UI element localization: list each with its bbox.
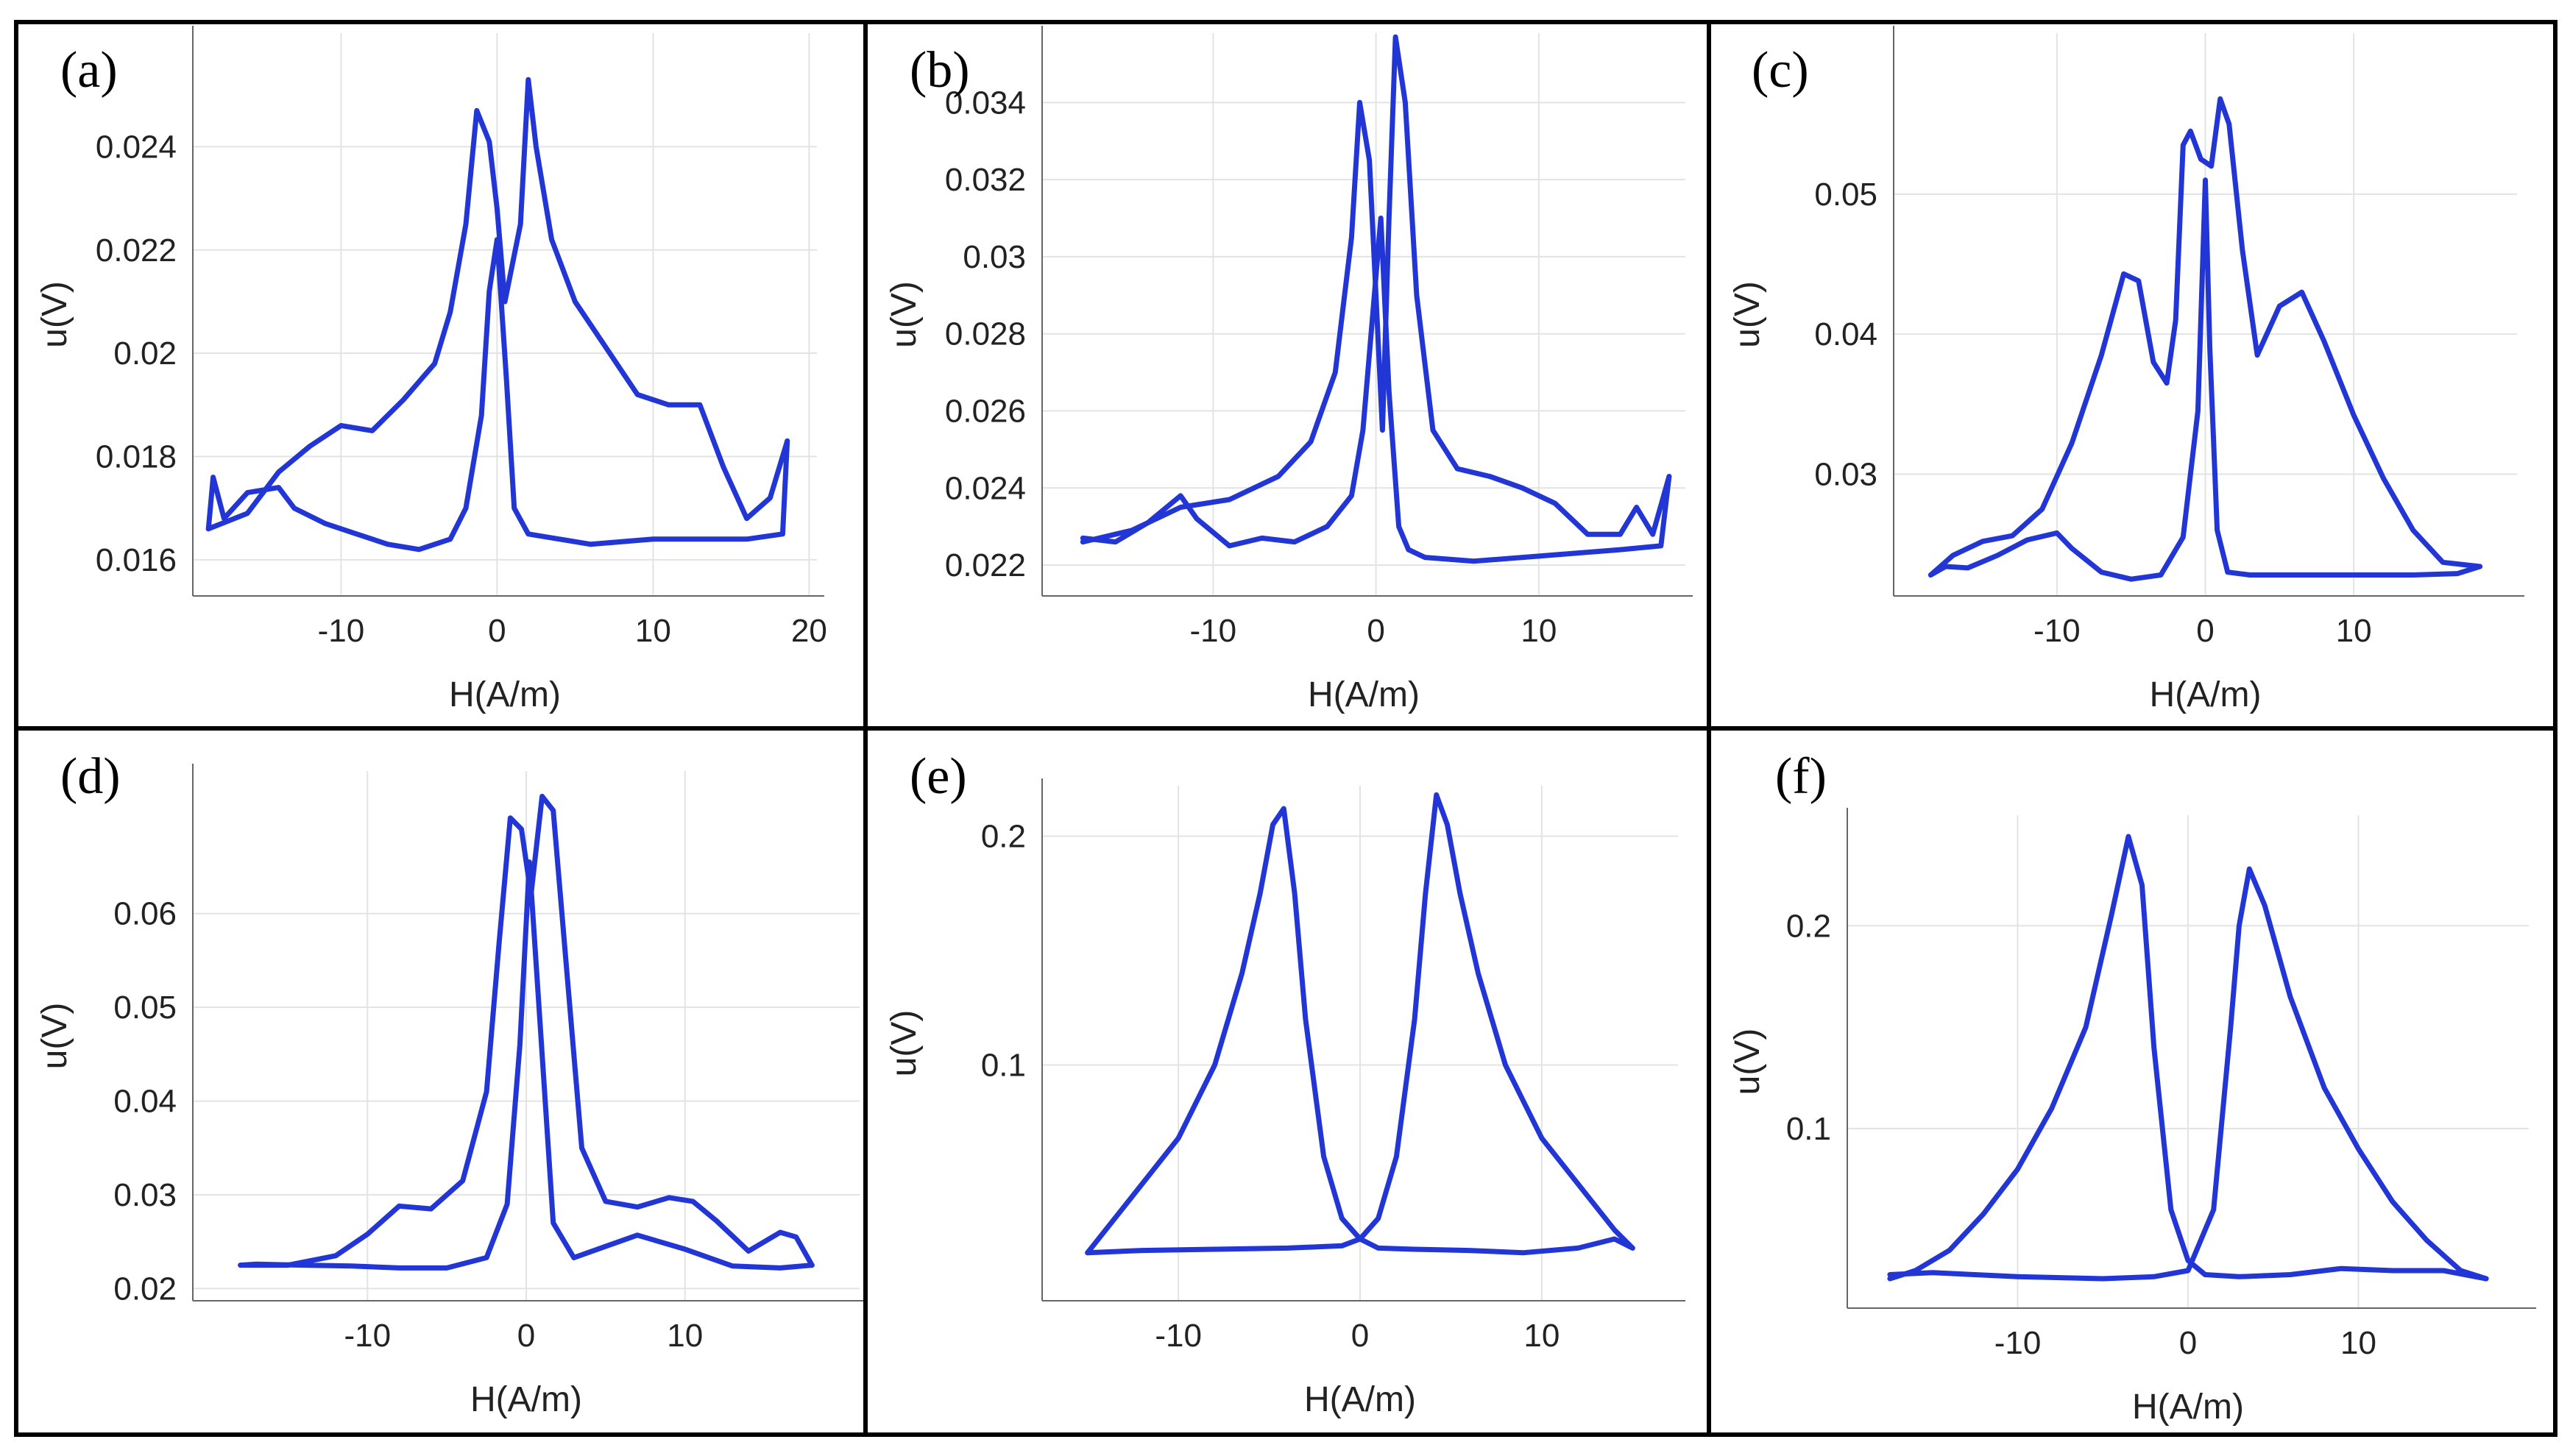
panel-e-ytick-label: 0.1 <box>981 1048 1026 1084</box>
panel-a-series-descending <box>205 237 790 553</box>
panel-c-label: (c) <box>1752 42 1809 99</box>
panel-a: 0.016 0.018 0.02 0.022 0.024 -10 0 10 20 H(A/m) u(… <box>14 20 868 731</box>
panel-d-label: (d) <box>60 748 121 805</box>
panel-f-y-axis-title: u(V) <box>1728 1029 1767 1095</box>
panel-d-border <box>14 726 868 1437</box>
panel-c-border <box>1707 20 2557 731</box>
panel-d-series-ascending <box>238 793 815 1268</box>
panel-b-ytick-label: 0.032 <box>945 162 1026 198</box>
panel-e-label: (e) <box>910 748 967 805</box>
panel-b-xtick-label: 10 <box>1521 613 1557 649</box>
panel-c-ytick-label: 0.05 <box>1814 177 1877 213</box>
panel-d-ytick-label: 0.03 <box>113 1177 177 1213</box>
panel-d: 0.02 0.03 0.04 0.05 0.06 -10 0 10 H(A/m) u(V) (d) <box>14 726 868 1437</box>
panel-a-label: (a) <box>60 42 118 99</box>
panel-a-border <box>14 20 868 731</box>
panel-a-ytick-label: 0.022 <box>96 232 177 269</box>
panel-c-ytick-label: 0.03 <box>1814 456 1877 492</box>
panel-a-x-axis-title: H(A/m) <box>449 675 561 714</box>
panel-c-ytick-label: 0.04 <box>1814 316 1877 352</box>
panel-a-xtick-label: -10 <box>318 613 365 649</box>
panel-d-ytick-label: 0.06 <box>113 896 177 932</box>
panel-d-xtick-label: -10 <box>344 1318 391 1354</box>
panel-b-ytick-label: 0.022 <box>945 547 1026 583</box>
panel-d-ytick-label: 0.02 <box>113 1271 177 1307</box>
panel-c-y-axis-title: u(V) <box>1728 281 1767 348</box>
panel-a-ytick-label: 0.02 <box>113 335 177 372</box>
panel-e-y-axis-title: u(V) <box>885 1010 924 1077</box>
panel-d-xtick-label: 10 <box>667 1318 703 1354</box>
panel-f: 0.1 0.2 -10 0 10 H(A/m) u(V) (f) <box>1707 726 2557 1437</box>
panel-e-xtick-label: -10 <box>1155 1318 1202 1354</box>
panel-f-series-descending <box>1887 834 2489 1282</box>
panel-c-x-axis-title: H(A/m) <box>2150 675 2262 714</box>
panel-f-label: (f) <box>1775 748 1827 805</box>
panel-e-x-axis-title: H(A/m) <box>1304 1380 1416 1419</box>
panel-f-series-ascending <box>1887 866 2489 1282</box>
panel-c-xtick-label: -10 <box>2033 613 2081 649</box>
panel-d-y-axis-title: u(V) <box>35 1003 74 1070</box>
panel-c-xtick-label: 0 <box>2196 613 2214 649</box>
panel-f-xtick-label: 0 <box>2179 1325 2197 1361</box>
panel-b-border <box>863 20 1711 731</box>
panel-e: 0.1 0.2 -10 0 10 H(A/m) u(V) (e) <box>863 726 1711 1437</box>
panel-c-xtick-label: 10 <box>2336 613 2372 649</box>
panel-e-series-ascending <box>1085 792 1635 1256</box>
panel-c-series-ascending <box>1928 96 2483 578</box>
panel-b-xtick-label: 0 <box>1367 613 1384 649</box>
panel-a-ytick-label: 0.016 <box>96 542 177 578</box>
panel-c-series-descending <box>1928 177 2483 582</box>
panel-d-ytick-label: 0.05 <box>113 990 177 1026</box>
panel-b-series-descending <box>1080 216 1672 564</box>
panel-b-label: (b) <box>910 42 970 99</box>
panel-e-xtick-label: 0 <box>1351 1318 1369 1354</box>
panel-b-series-ascending <box>1080 34 1672 545</box>
panel-f-ytick-label: 0.2 <box>1786 908 1831 944</box>
panel-b: 0.022 0.024 0.026 0.028 0.03 0.032 0.034 -10 0 10… <box>863 20 1711 731</box>
panel-f-x-axis-title: H(A/m) <box>2132 1388 2244 1427</box>
panel-c: 0.03 0.04 0.05 -10 0 10 H(A/m) u(V) (c) <box>1707 20 2557 731</box>
panel-f-xtick-label: -10 <box>1994 1325 2042 1361</box>
panel-b-ytick-label: 0.034 <box>945 85 1026 121</box>
panel-b-ytick-label: 0.028 <box>945 316 1026 352</box>
panel-b-ytick-label: 0.024 <box>945 470 1026 506</box>
panel-a-ytick-label: 0.024 <box>96 129 177 165</box>
panel-b-ytick-label: 0.03 <box>963 239 1026 275</box>
panel-b-y-axis-title: u(V) <box>885 281 924 348</box>
panel-b-ytick-label: 0.026 <box>945 393 1026 429</box>
panel-d-series-descending <box>238 859 815 1271</box>
panel-a-ytick-label: 0.018 <box>96 439 177 475</box>
panel-e-xtick-label: 10 <box>1523 1318 1560 1354</box>
panel-a-series-ascending <box>205 77 790 532</box>
panel-b-x-axis-title: H(A/m) <box>1308 675 1420 714</box>
panel-a-y-axis-title: u(V) <box>35 281 74 348</box>
panel-e-ytick-label: 0.2 <box>981 818 1026 854</box>
panel-f-ytick-label: 0.1 <box>1786 1111 1831 1147</box>
panel-d-xtick-label: 0 <box>517 1318 535 1354</box>
panel-b-xtick-label: -10 <box>1190 613 1237 649</box>
panel-f-xtick-label: 10 <box>2340 1325 2376 1361</box>
panel-d-ytick-label: 0.04 <box>113 1084 177 1120</box>
panel-a-xtick-label: 0 <box>488 613 506 649</box>
panel-f-border <box>1707 726 2557 1437</box>
panel-a-xtick-label: 20 <box>791 613 827 649</box>
panel-d-x-axis-title: H(A/m) <box>470 1380 582 1419</box>
panel-e-series-descending <box>1085 806 1635 1256</box>
panel-a-xtick-label: 10 <box>635 613 671 649</box>
